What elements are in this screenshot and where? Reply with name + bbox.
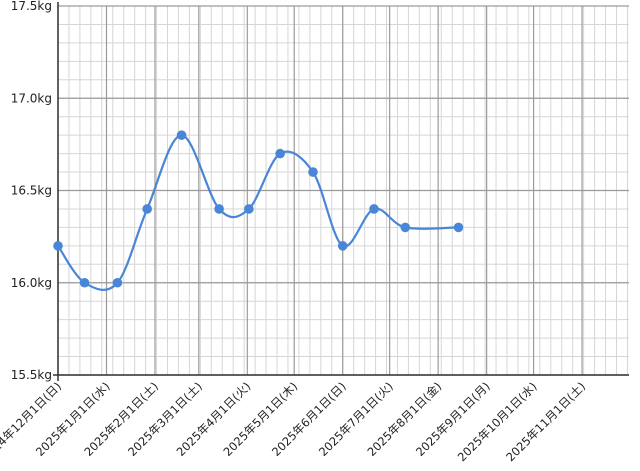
y-tick-label: 16.0kg <box>11 276 52 290</box>
x-axis-tick-labels: 2024年12月1日(日)2025年1月1日(水)2025年2月1日(土)202… <box>0 379 588 464</box>
data-point <box>400 222 411 233</box>
series-line <box>57 134 459 291</box>
data-point <box>142 204 152 214</box>
series-weight <box>53 130 464 291</box>
data-point <box>453 222 464 233</box>
data-point <box>214 204 224 214</box>
data-point <box>275 148 285 159</box>
y-tick-label: 17.0kg <box>11 91 52 105</box>
data-point <box>369 204 379 214</box>
data-point <box>79 277 90 288</box>
y-tick-label: 16.5kg <box>11 184 52 198</box>
y-tick-label: 15.5kg <box>11 368 52 382</box>
data-point <box>53 241 63 251</box>
data-point <box>337 241 348 251</box>
x-tick-label: 2025年10月1日(水) <box>455 379 540 464</box>
axes <box>53 2 629 381</box>
data-point <box>244 204 254 214</box>
grid-lines <box>57 5 629 376</box>
data-point <box>176 130 187 140</box>
data-point <box>308 167 318 177</box>
data-point <box>112 277 123 288</box>
y-tick-label: 17.5kg <box>11 0 52 13</box>
y-axis-tick-labels: 15.5kg 16.0kg 16.5kg 17.0kg 17.5kg <box>11 0 52 382</box>
x-tick-label: 2024年12月1日(日) <box>0 379 64 464</box>
